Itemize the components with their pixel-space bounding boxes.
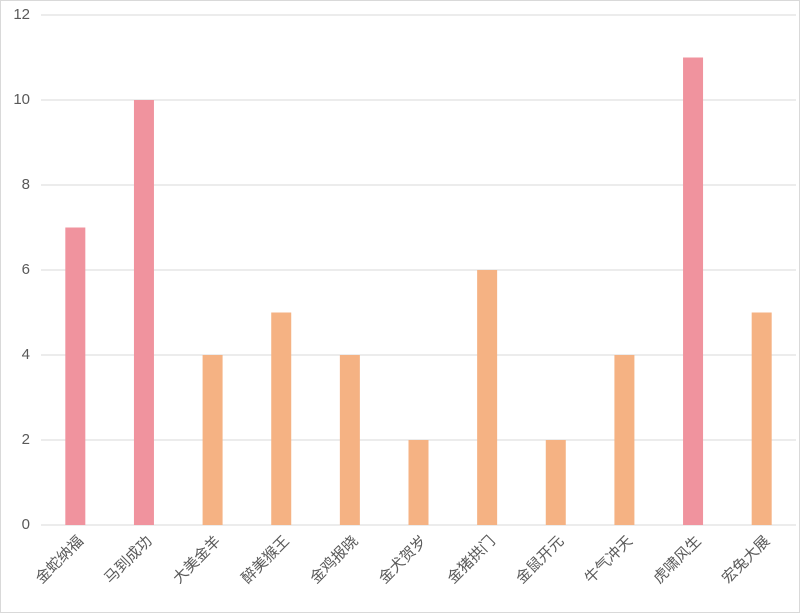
bar [545, 440, 566, 525]
bar [408, 440, 429, 525]
bar [202, 355, 223, 525]
bar [614, 355, 635, 525]
y-tick-label: 0 [22, 516, 30, 533]
y-tick-label: 4 [22, 346, 30, 363]
bar [339, 355, 360, 525]
y-tick-label: 8 [22, 176, 30, 193]
y-tick-label: 6 [22, 261, 30, 278]
y-tick-label: 12 [13, 6, 30, 23]
bar [65, 227, 86, 525]
y-tick-label: 2 [22, 431, 30, 448]
bar [751, 312, 772, 525]
bar [133, 100, 154, 525]
bar [477, 270, 498, 525]
bar [271, 312, 292, 525]
y-tick-label: 10 [13, 91, 30, 108]
bar [683, 57, 704, 525]
